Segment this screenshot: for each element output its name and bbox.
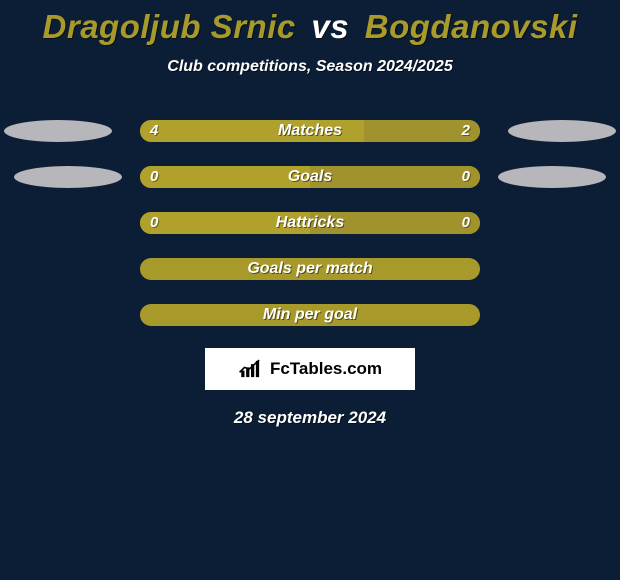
stat-value-right: 0 — [462, 166, 470, 188]
stat-value-right: 0 — [462, 212, 470, 234]
stat-bar: Min per goal — [140, 304, 480, 326]
stat-row: Min per goal — [0, 292, 620, 338]
ellipse-icon — [14, 166, 122, 188]
stat-label: Matches — [140, 120, 480, 142]
title-player2: Bogdanovski — [365, 8, 578, 45]
page-title: Dragoljub Srnic vs Bogdanovski — [0, 0, 620, 46]
stat-label: Hattricks — [140, 212, 480, 234]
title-player1: Dragoljub Srnic — [43, 8, 296, 45]
subtitle: Club competitions, Season 2024/2025 — [0, 58, 620, 76]
stat-bar: 0 Hattricks 0 — [140, 212, 480, 234]
chart-icon — [238, 358, 264, 380]
title-vs: vs — [311, 8, 349, 45]
stat-row: 0 Hattricks 0 — [0, 200, 620, 246]
date-label: 28 september 2024 — [0, 408, 620, 428]
stat-label: Goals per match — [140, 258, 480, 280]
ellipse-icon — [498, 166, 606, 188]
stat-row: 4 Matches 2 — [0, 108, 620, 154]
branding-badge: FcTables.com — [205, 348, 415, 390]
ellipse-icon — [4, 120, 112, 142]
stat-label: Goals — [140, 166, 480, 188]
stat-bar: 0 Goals 0 — [140, 166, 480, 188]
stat-row: 0 Goals 0 — [0, 154, 620, 200]
stat-bar: 4 Matches 2 — [140, 120, 480, 142]
stat-value-right: 2 — [462, 120, 470, 142]
stat-label: Min per goal — [140, 304, 480, 326]
stat-row: Goals per match — [0, 246, 620, 292]
stat-rows: 4 Matches 2 0 Goals 0 0 Hattricks 0 Go — [0, 108, 620, 338]
stat-bar: Goals per match — [140, 258, 480, 280]
branding-text: FcTables.com — [270, 359, 382, 379]
ellipse-icon — [508, 120, 616, 142]
